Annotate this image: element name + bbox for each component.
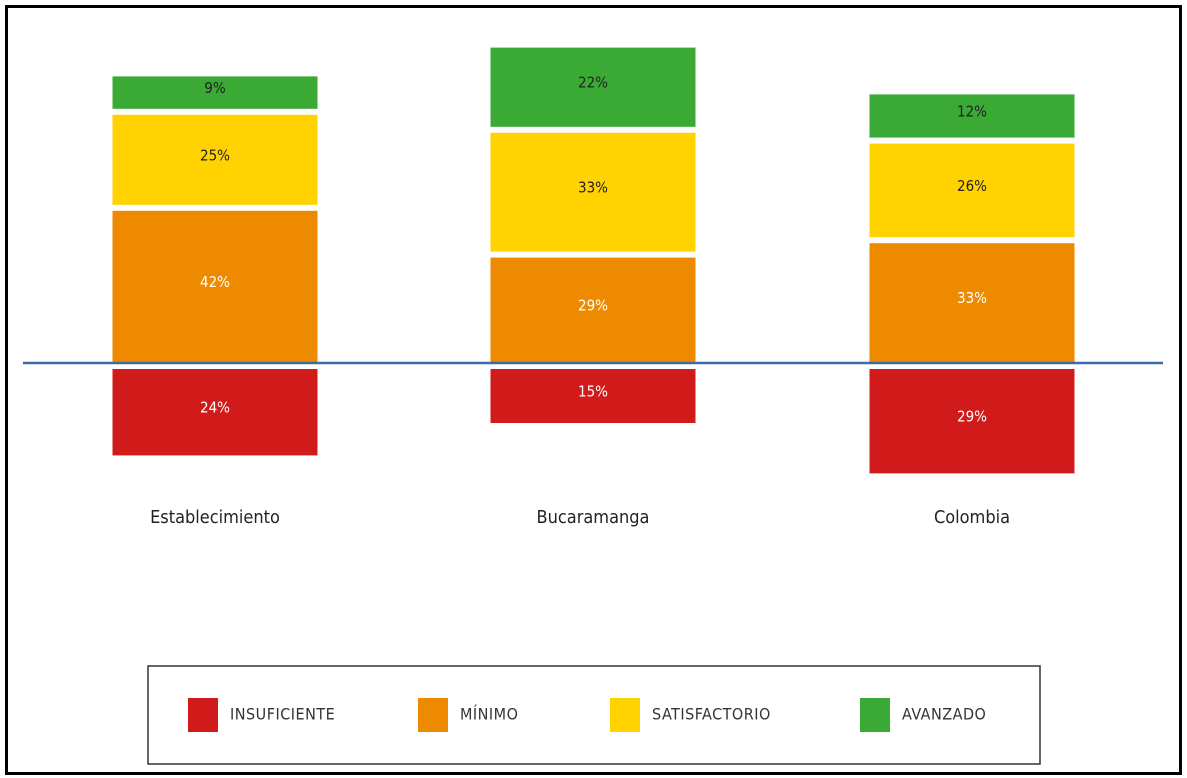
data-label: 33% xyxy=(578,179,608,197)
legend-label: INSUFICIENTE xyxy=(230,705,335,724)
bar-segment-minimo xyxy=(869,243,1075,362)
data-label: 33% xyxy=(957,289,987,307)
legend-swatch-minimo xyxy=(418,698,448,732)
bar-segment-insuficiente xyxy=(112,369,318,456)
bar-segment-minimo xyxy=(490,257,696,362)
legend-swatch-satisfactorio xyxy=(610,698,640,732)
bar-segment-avanzado xyxy=(869,94,1075,138)
legend-items: INSUFICIENTE MÍNIMO SATISFACTORIO AVANZADO xyxy=(188,698,986,732)
data-label: 22% xyxy=(578,74,608,92)
legend-box xyxy=(147,665,1041,765)
category-label: Establecimiento xyxy=(150,507,280,528)
category-label: Colombia xyxy=(934,507,1010,528)
bar-segment-satisfactorio xyxy=(869,143,1075,238)
category-labels: Establecimiento Bucaramanga Colombia xyxy=(150,507,1010,528)
bar-segment-minimo xyxy=(112,210,318,362)
bar-segment-avanzado xyxy=(490,47,696,127)
chart-frame: 24% 42% 25% 9% 15% 29% 33% 22% 29% 33% 26% 12% Esta… xyxy=(5,5,1182,775)
legend-swatch-insuficiente xyxy=(188,698,218,732)
bar-segment-insuficiente xyxy=(490,369,696,423)
data-label: 26% xyxy=(957,177,987,195)
data-label: 15% xyxy=(578,383,608,401)
bars-layer: 24% 42% 25% 9% 15% 29% 33% 22% 29% 33% 26% 12% xyxy=(112,47,1075,474)
stacked-bar-chart: 24% 42% 25% 9% 15% 29% 33% 22% 29% 33% 26% 12% Esta… xyxy=(23,47,1163,765)
data-label: 25% xyxy=(200,146,230,164)
data-label: 9% xyxy=(204,79,226,97)
data-label: 42% xyxy=(200,273,230,291)
data-label: 24% xyxy=(200,399,230,417)
data-label: 29% xyxy=(578,296,608,314)
bar-segment-avanzado xyxy=(112,76,318,109)
legend-swatch-avanzado xyxy=(860,698,890,732)
legend: INSUFICIENTE MÍNIMO SATISFACTORIO AVANZADO xyxy=(147,665,1041,765)
bar-segment-satisfactorio xyxy=(490,132,696,252)
data-label: 29% xyxy=(957,408,987,426)
legend-label: AVANZADO xyxy=(902,705,986,724)
legend-label: MÍNIMO xyxy=(460,705,518,724)
data-label: 12% xyxy=(957,103,987,121)
legend-label: SATISFACTORIO xyxy=(652,705,771,724)
category-label: Bucaramanga xyxy=(537,507,650,528)
bar-segment-insuficiente xyxy=(869,369,1075,474)
bar-segment-satisfactorio xyxy=(112,114,318,205)
